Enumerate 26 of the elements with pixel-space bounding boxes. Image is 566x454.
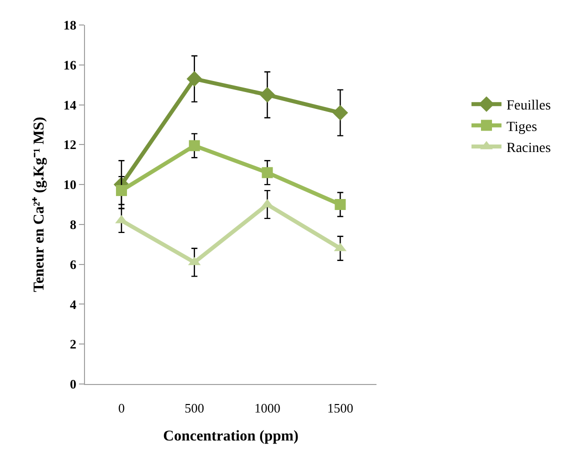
y-axis-title: Teneur en Ca²⁺ (g.Kg⁻¹ MS) [32,116,48,292]
legend-label: Tiges [506,120,538,135]
y-tick-label: 8 [70,216,77,232]
y-tick-label: 10 [63,177,76,192]
point [334,199,346,210]
point [116,185,127,196]
x-tick-label: 1500 [327,400,354,416]
y-tick-label: 12 [63,137,76,152]
y-tick-label: 4 [70,296,77,312]
legend-label: Feuilles [506,98,551,114]
y-tick-label: 6 [70,256,77,272]
y-tick-label: 0 [70,376,76,392]
x-tick-label: 0 [118,400,125,416]
y-tick-label: 2 [70,336,76,352]
x-axis-title: Concentration (ppm) [163,428,299,445]
x-tick-label: 1000 [254,400,280,416]
legend-label: Racines [506,140,551,156]
y-tick-label: 14 [63,97,77,112]
y-tick-label: 18 [63,18,77,33]
x-tick-label: 500 [184,400,204,416]
y-tick-label: 16 [63,57,77,72]
point [188,140,200,152]
point [332,104,348,121]
point [262,167,273,178]
point [186,71,202,87]
point [260,87,276,103]
